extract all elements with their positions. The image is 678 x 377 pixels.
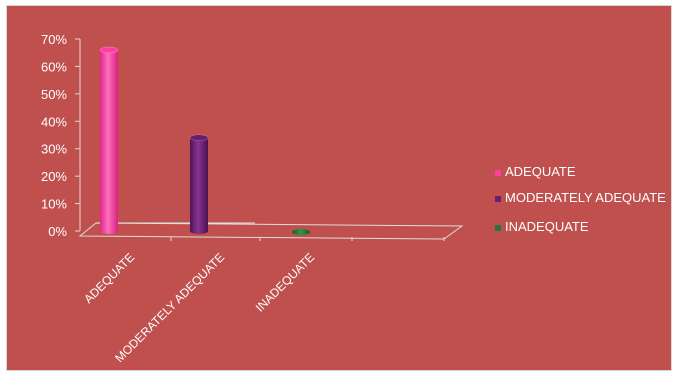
legend-entry: ADEQUATE — [495, 164, 576, 179]
bars — [99, 46, 310, 235]
bar-1 — [189, 134, 209, 234]
chart-floor — [78, 39, 464, 240]
y-tick-label: 70% — [41, 32, 67, 47]
legend-entry: MODERATELY ADEQUATE — [495, 190, 666, 205]
legend-label: ADEQUATE — [505, 164, 576, 179]
legend: ADEQUATE MODERATELY ADEQUATE INADEQUATE — [495, 164, 666, 234]
y-tick-label: 20% — [41, 169, 67, 184]
y-axis-ticks: 0% 10% 20% 30% 40% 50% 60% 70% — [41, 32, 80, 239]
legend-swatch — [495, 170, 501, 176]
floor-outline — [78, 222, 464, 240]
legend-swatch — [495, 196, 501, 202]
legend-swatch — [495, 225, 501, 231]
bar-chart: 0% 10% 20% 30% 40% 50% 60% 70% ADEQUATE MODERATE… — [41, 32, 666, 365]
y-tick-label: 10% — [41, 197, 67, 212]
bar-body — [100, 49, 118, 234]
bar-top — [99, 46, 119, 54]
y-tick-label: 0% — [48, 224, 67, 239]
bar-top — [189, 134, 209, 142]
bar-disc — [292, 229, 310, 235]
bar-body — [190, 137, 208, 234]
y-tick-label: 30% — [41, 142, 67, 157]
bar-0 — [99, 46, 119, 234]
bar-2 — [292, 229, 310, 235]
x-tick-label: INADEQUATE — [253, 250, 317, 314]
y-tick-label: 60% — [41, 59, 67, 74]
legend-label: INADEQUATE — [505, 219, 589, 234]
x-tick-label: ADEQUATE — [81, 250, 137, 306]
y-tick-label: 40% — [41, 114, 67, 129]
legend-entry: INADEQUATE — [495, 219, 589, 234]
chart-area: 0% 10% 20% 30% 40% 50% 60% 70% ADEQUATE MODERATE… — [6, 5, 672, 371]
legend-label: MODERATELY ADEQUATE — [505, 190, 666, 205]
y-tick-label: 50% — [41, 87, 67, 102]
